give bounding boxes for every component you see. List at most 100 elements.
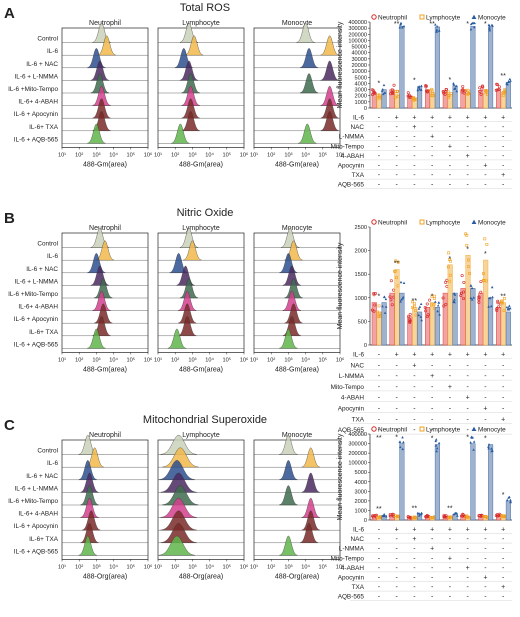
bar [488, 297, 494, 346]
histogram-xlabel: 488-Gm(area) [83, 161, 127, 168]
condition-label: IL-6 [47, 48, 58, 55]
bar-y-tick-label: 5000 [355, 470, 367, 476]
treatment-sign: - [431, 565, 434, 572]
significance-mark: * [449, 256, 452, 263]
treatment-label: Apocynin [338, 163, 365, 170]
data-point [462, 91, 466, 95]
data-point [399, 21, 403, 25]
treatment-label: Apocynin [338, 406, 365, 413]
treatment-sign: - [378, 427, 381, 434]
condition-label: IL-6 +Mito-Tempo [8, 86, 58, 93]
data-point [441, 296, 445, 300]
histogram-xlabel: 488-Gm(area) [179, 366, 223, 373]
bar-y-tick-label: 2500 [355, 225, 367, 231]
legend-label: Neutrophil [378, 219, 407, 226]
bar [407, 95, 413, 109]
data-point [507, 80, 510, 83]
treatment-sign: - [484, 565, 487, 572]
data-point [455, 89, 459, 93]
significance-mark: ** [394, 21, 400, 28]
significance-mark: * [484, 21, 487, 28]
treatment-sign: - [413, 134, 416, 141]
histogram-xlabel: 488-Gm(area) [275, 161, 319, 168]
data-point [411, 515, 414, 519]
data-point [411, 98, 415, 102]
data-point [389, 279, 393, 283]
data-point [467, 265, 470, 269]
treatment-sign: - [466, 143, 469, 150]
data-point [406, 515, 410, 519]
treatment-sign: - [502, 575, 505, 582]
treatment-sign: - [484, 134, 487, 141]
data-point [480, 87, 484, 91]
data-point [482, 272, 485, 275]
data-point [371, 515, 375, 519]
treatment-sign: + [483, 115, 487, 122]
data-point [417, 307, 421, 310]
histogram-curve [87, 328, 106, 349]
data-point [459, 291, 463, 295]
histogram-tick-label: 10⁵ [319, 356, 328, 363]
data-point [384, 297, 388, 301]
treatment-sign: - [413, 384, 416, 391]
bar [483, 93, 489, 109]
data-point [479, 280, 483, 284]
data-point [401, 435, 404, 439]
data-point [377, 315, 381, 318]
significance-mark: ** [429, 21, 435, 28]
treatment-label: TXA [352, 584, 365, 591]
data-point [390, 88, 394, 92]
histogram-tick-label: 10¹ [154, 357, 162, 363]
treatment-sign: - [413, 153, 416, 160]
data-point [428, 298, 432, 302]
panel-letter: B [4, 210, 15, 227]
histogram-tick-label: 10¹ [250, 564, 258, 570]
condition-label: IL-6+ 4-ABAH [18, 304, 58, 311]
treatment-sign: + [412, 536, 416, 543]
condition-label: IL-6 + NAC [26, 473, 58, 480]
treatment-sign: - [395, 584, 398, 591]
histogram-curve [82, 510, 101, 531]
treatment-sign: - [395, 575, 398, 582]
bar-y-tick-label: 10000 [351, 69, 367, 75]
data-point [373, 303, 377, 307]
data-point [496, 305, 500, 309]
treatment-sign: - [449, 395, 452, 402]
treatment-sign: - [484, 373, 487, 380]
treatment-sign: - [395, 124, 398, 131]
data-point [418, 514, 421, 517]
condition-label: IL-6 + NAC [26, 61, 58, 68]
data-point [508, 307, 512, 310]
treatment-sign: - [484, 427, 487, 434]
significance-mark: * [378, 294, 381, 301]
data-point [502, 91, 505, 94]
data-point [460, 274, 464, 278]
treatment-sign: - [395, 406, 398, 413]
panel-title: Nitric Oxide [177, 207, 234, 219]
histogram-curve [301, 510, 320, 531]
legend-label: Monocyte [478, 14, 506, 21]
treatment-sign: - [484, 395, 487, 402]
histogram-curve [171, 123, 190, 144]
histogram-tick-label: 10² [267, 152, 275, 158]
treatment-sign: - [378, 373, 381, 380]
data-point [401, 295, 405, 299]
data-point [508, 304, 511, 307]
treatment-sign: - [378, 546, 381, 553]
bar-y-tick-label: 100000 [348, 38, 367, 44]
data-point [448, 273, 452, 277]
histogram-curve [284, 303, 303, 324]
data-point [430, 89, 434, 93]
bar-y-tick-label: 1000 [355, 296, 367, 302]
data-point [402, 440, 405, 444]
treatment-sign: - [449, 575, 452, 582]
data-point [420, 318, 423, 322]
histogram-curve [296, 22, 315, 43]
bar-y-tick-label: 2000 [355, 499, 367, 505]
treatment-sign: - [484, 536, 487, 543]
data-point [497, 85, 501, 89]
significance-mark: * [466, 21, 469, 28]
significance-mark: * [449, 77, 452, 84]
treatment-sign: - [431, 143, 434, 150]
treatment-sign: - [413, 575, 416, 582]
